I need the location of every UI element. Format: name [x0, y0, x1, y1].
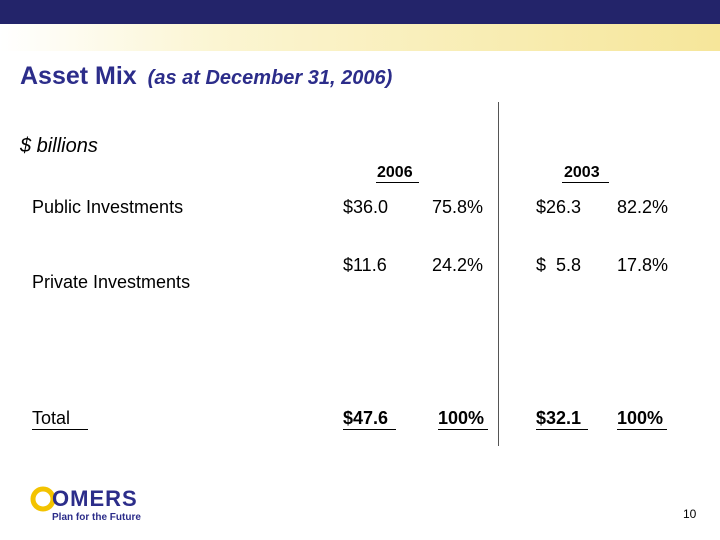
- total-label-underline: [32, 429, 88, 430]
- private-percent-2003: 17.8%: [617, 255, 669, 275]
- title-main: Asset Mix: [20, 62, 137, 90]
- column-divider: [498, 102, 499, 446]
- row-label-total: Total: [32, 408, 71, 428]
- private-value-2006: $11.6: [343, 255, 387, 275]
- top-band: [0, 0, 720, 24]
- slide-title: Asset Mix (as at December 31, 2006): [20, 62, 392, 91]
- row-label-public: Public Investments: [32, 197, 184, 217]
- total-percent-2003-underline: [617, 429, 667, 430]
- row-label-private: Private Investments: [32, 272, 191, 292]
- units-label: $ billions: [20, 135, 98, 157]
- total-value-2003: $32.1: [536, 408, 582, 428]
- total-percent-2003: 100%: [617, 408, 664, 428]
- total-value-2003-underline: [536, 429, 588, 430]
- title-subtitle: (as at December 31, 2006): [147, 67, 393, 89]
- year-underline-2006: [376, 182, 419, 183]
- omers-logo-mark-icon: [30, 486, 56, 512]
- private-value-2003: $ 5.8: [536, 255, 582, 275]
- private-percent-2006: 24.2%: [432, 255, 484, 275]
- logo-wordmark: OMERS: [52, 486, 138, 511]
- total-percent-2006: 100%: [438, 408, 485, 428]
- year-header-2003: 2003: [564, 164, 600, 181]
- public-value-2003: $26.3: [536, 197, 582, 217]
- public-percent-2006: 75.8%: [432, 197, 484, 217]
- total-value-2006-underline: [343, 429, 396, 430]
- public-percent-2003: 82.2%: [617, 197, 669, 217]
- year-underline-2003: [562, 182, 609, 183]
- total-value-2006: $47.6: [343, 408, 389, 428]
- public-value-2006: $36.0: [343, 197, 389, 217]
- total-percent-2006-underline: [438, 429, 488, 430]
- logo-tagline: Plan for the Future: [52, 512, 141, 523]
- accent-band: [0, 24, 720, 51]
- page-number: 10: [683, 507, 697, 521]
- year-header-2006: 2006: [377, 164, 413, 181]
